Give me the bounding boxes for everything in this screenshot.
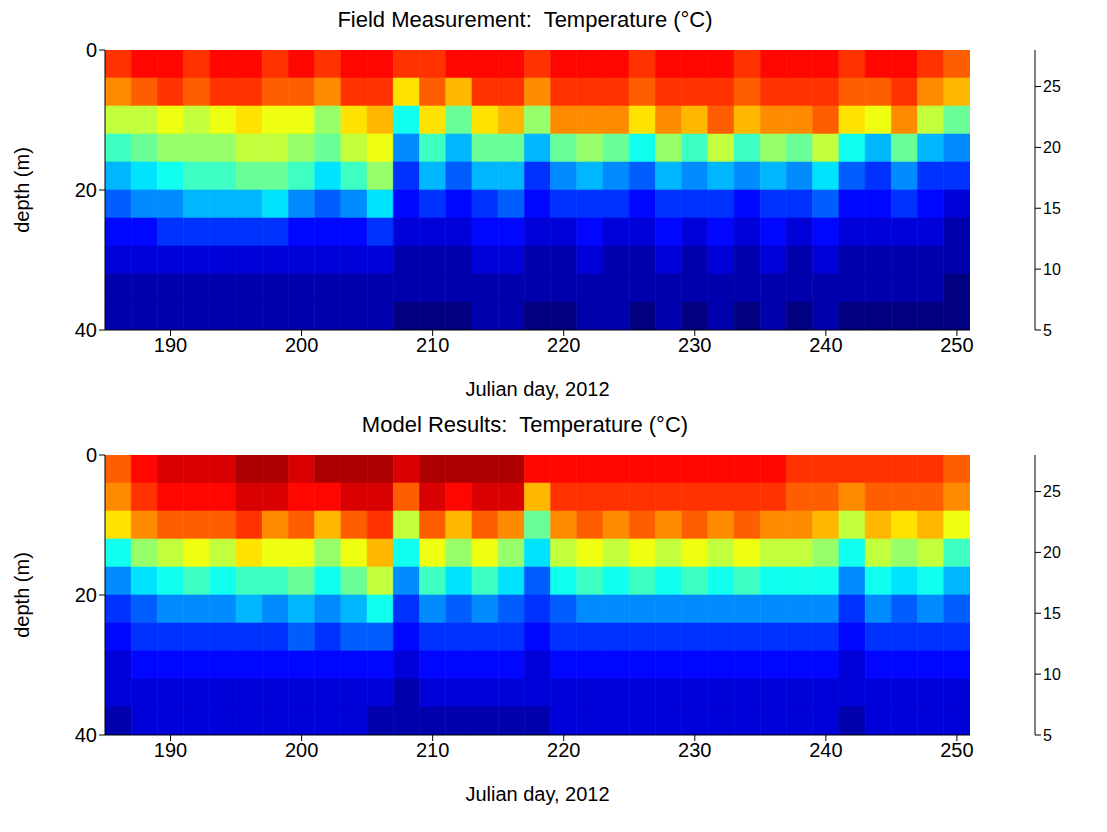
svg-text:40: 40 [75, 319, 97, 341]
svg-text:40: 40 [75, 724, 97, 746]
svg-text:20: 20 [1043, 139, 1061, 156]
svg-text:240: 240 [809, 739, 842, 761]
svg-text:210: 210 [416, 334, 449, 356]
svg-text:Julian day, 2012: Julian day, 2012 [465, 378, 609, 400]
svg-text:depth (m): depth (m) [11, 147, 33, 233]
svg-text:200: 200 [285, 334, 318, 356]
svg-text:230: 230 [678, 739, 711, 761]
svg-text:20: 20 [75, 179, 97, 201]
svg-text:200: 200 [285, 739, 318, 761]
svg-text:220: 220 [547, 739, 580, 761]
svg-text:230: 230 [678, 334, 711, 356]
svg-text:5: 5 [1043, 727, 1052, 744]
svg-text:depth (m): depth (m) [11, 552, 33, 638]
svg-text:10: 10 [1043, 261, 1061, 278]
svg-text:20: 20 [75, 584, 97, 606]
svg-text:25: 25 [1043, 78, 1061, 95]
svg-text:15: 15 [1043, 605, 1061, 622]
html-text:Model Results: Temperature (°C: Model Results: Temperature (°C) [361, 412, 689, 437]
svg-text:0: 0 [86, 40, 97, 61]
svg-text:25: 25 [1043, 483, 1061, 500]
svg-text:250: 250 [940, 739, 973, 761]
svg-text:10: 10 [1043, 666, 1061, 683]
svg-text:240: 240 [809, 334, 842, 356]
svg-text:0: 0 [86, 445, 97, 466]
svg-text:5: 5 [1043, 322, 1052, 339]
html-text:Field Measurement: Temperature: Field Measurement: Temperature (°C) [337, 7, 713, 32]
svg-text:250: 250 [940, 334, 973, 356]
svg-text:210: 210 [416, 739, 449, 761]
svg-text:Julian day, 2012: Julian day, 2012 [465, 783, 609, 805]
svg-text:220: 220 [547, 334, 580, 356]
svg-text:190: 190 [154, 334, 187, 356]
svg-text:20: 20 [1043, 544, 1061, 561]
svg-text:15: 15 [1043, 200, 1061, 217]
svg-text:190: 190 [154, 739, 187, 761]
